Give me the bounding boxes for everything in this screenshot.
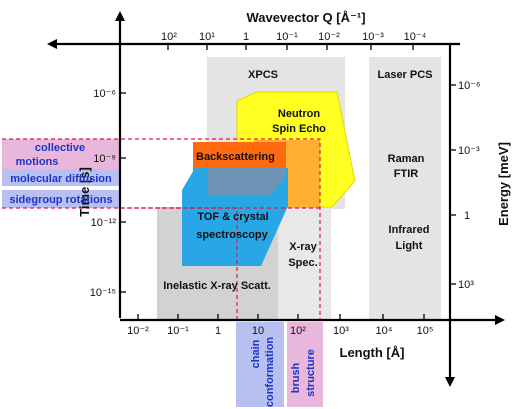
bottom-tick-label: 10⁴ bbox=[376, 325, 393, 337]
left-tick-label: 10⁻¹² bbox=[91, 217, 117, 229]
tof-label: spectroscopy bbox=[196, 229, 268, 241]
brush-structure-band bbox=[287, 322, 323, 407]
top-axis-title: Wavevector Q [Å⁻¹] bbox=[246, 10, 365, 25]
top-tick-label: 10⁻³ bbox=[362, 31, 384, 43]
xray-spec-label: X-ray bbox=[289, 241, 317, 253]
backscattering-label: Backscattering bbox=[196, 151, 275, 163]
left-tick-label: 10⁻⁹ bbox=[93, 153, 116, 165]
right-tick-label: 10⁻⁶ bbox=[458, 80, 481, 92]
collective-motions-band bbox=[2, 139, 120, 169]
top-tick-label: 10⁻⁴ bbox=[404, 31, 427, 43]
brush-structure-label: brush bbox=[290, 362, 302, 393]
tof-backscattering-overlap bbox=[208, 168, 286, 196]
raman-ftir-label: Raman bbox=[388, 153, 425, 165]
bottom-tick-label: 10⁵ bbox=[417, 325, 434, 337]
neutron-spin-echo-label: Neutron bbox=[278, 108, 320, 120]
top-tick-label: 10² bbox=[161, 31, 177, 43]
top-tick-label: 10⁻¹ bbox=[276, 31, 298, 43]
raman-ftir-label: FTIR bbox=[394, 168, 418, 180]
top-tick-marks bbox=[167, 44, 414, 50]
bottom-tick-label: 10³ bbox=[333, 325, 349, 337]
infrared-label: Light bbox=[396, 240, 423, 252]
right-tick-label: 10⁻³ bbox=[458, 145, 480, 157]
collective-motions-label: motions bbox=[16, 156, 59, 168]
chain-conformation-label: chain bbox=[250, 339, 262, 368]
chain-conformation-label: conformation bbox=[264, 337, 276, 408]
dashed-range-marker bbox=[2, 138, 321, 320]
collective-motions-label: collective bbox=[35, 142, 85, 154]
left-axis-title: Time [s] bbox=[77, 167, 92, 217]
sidegroup-rotations-band bbox=[2, 190, 120, 208]
chain-conformation-band bbox=[236, 322, 284, 407]
dashed-range-marker-lower bbox=[2, 207, 238, 320]
right-axis-title: Energy [meV] bbox=[496, 142, 511, 226]
left-tick-label: 10⁻¹⁵ bbox=[90, 287, 116, 299]
neutron-spin-echo-label: Spin Echo bbox=[272, 123, 326, 135]
xray-spec-label: Spec. bbox=[288, 257, 317, 269]
bottom-tick-label: 10 bbox=[252, 325, 264, 337]
right-tick-label: 1 bbox=[464, 210, 470, 222]
top-tick-label: 1 bbox=[243, 31, 249, 43]
top-tick-label: 10¹ bbox=[199, 31, 215, 43]
brush-structure-label: structure bbox=[305, 349, 317, 397]
xpcs-label: XPCS bbox=[248, 69, 278, 81]
bottom-tick-label: 10² bbox=[290, 325, 306, 337]
bottom-axis-title: Length [Å] bbox=[340, 345, 405, 360]
bottom-tick-marks bbox=[137, 314, 425, 320]
molecular-diffusion-band bbox=[2, 169, 120, 186]
inelastic-xray-label: Inelastic X-ray Scatt. bbox=[163, 280, 271, 292]
laser-pcs-region bbox=[369, 57, 441, 320]
sidegroup-rotations-label: sidegroup rotations bbox=[9, 194, 112, 206]
top-tick-label: 10⁻² bbox=[318, 31, 340, 43]
tof-label: TOF & crystal bbox=[197, 211, 268, 223]
infrared-label: Infrared bbox=[389, 224, 430, 236]
bottom-tick-label: 10⁻² bbox=[127, 325, 149, 337]
bottom-tick-label: 10⁻¹ bbox=[167, 325, 189, 337]
right-tick-label: 10³ bbox=[458, 279, 474, 291]
xray-spec-region bbox=[278, 207, 331, 320]
left-tick-label: 10⁻⁶ bbox=[93, 88, 116, 100]
bottom-tick-label: 1 bbox=[215, 325, 221, 337]
right-tick-marks bbox=[450, 84, 456, 285]
molecular-diffusion-label: molecular diffusion bbox=[10, 173, 112, 185]
left-tick-marks bbox=[120, 92, 126, 293]
laser-pcs-label: Laser PCS bbox=[377, 69, 432, 81]
